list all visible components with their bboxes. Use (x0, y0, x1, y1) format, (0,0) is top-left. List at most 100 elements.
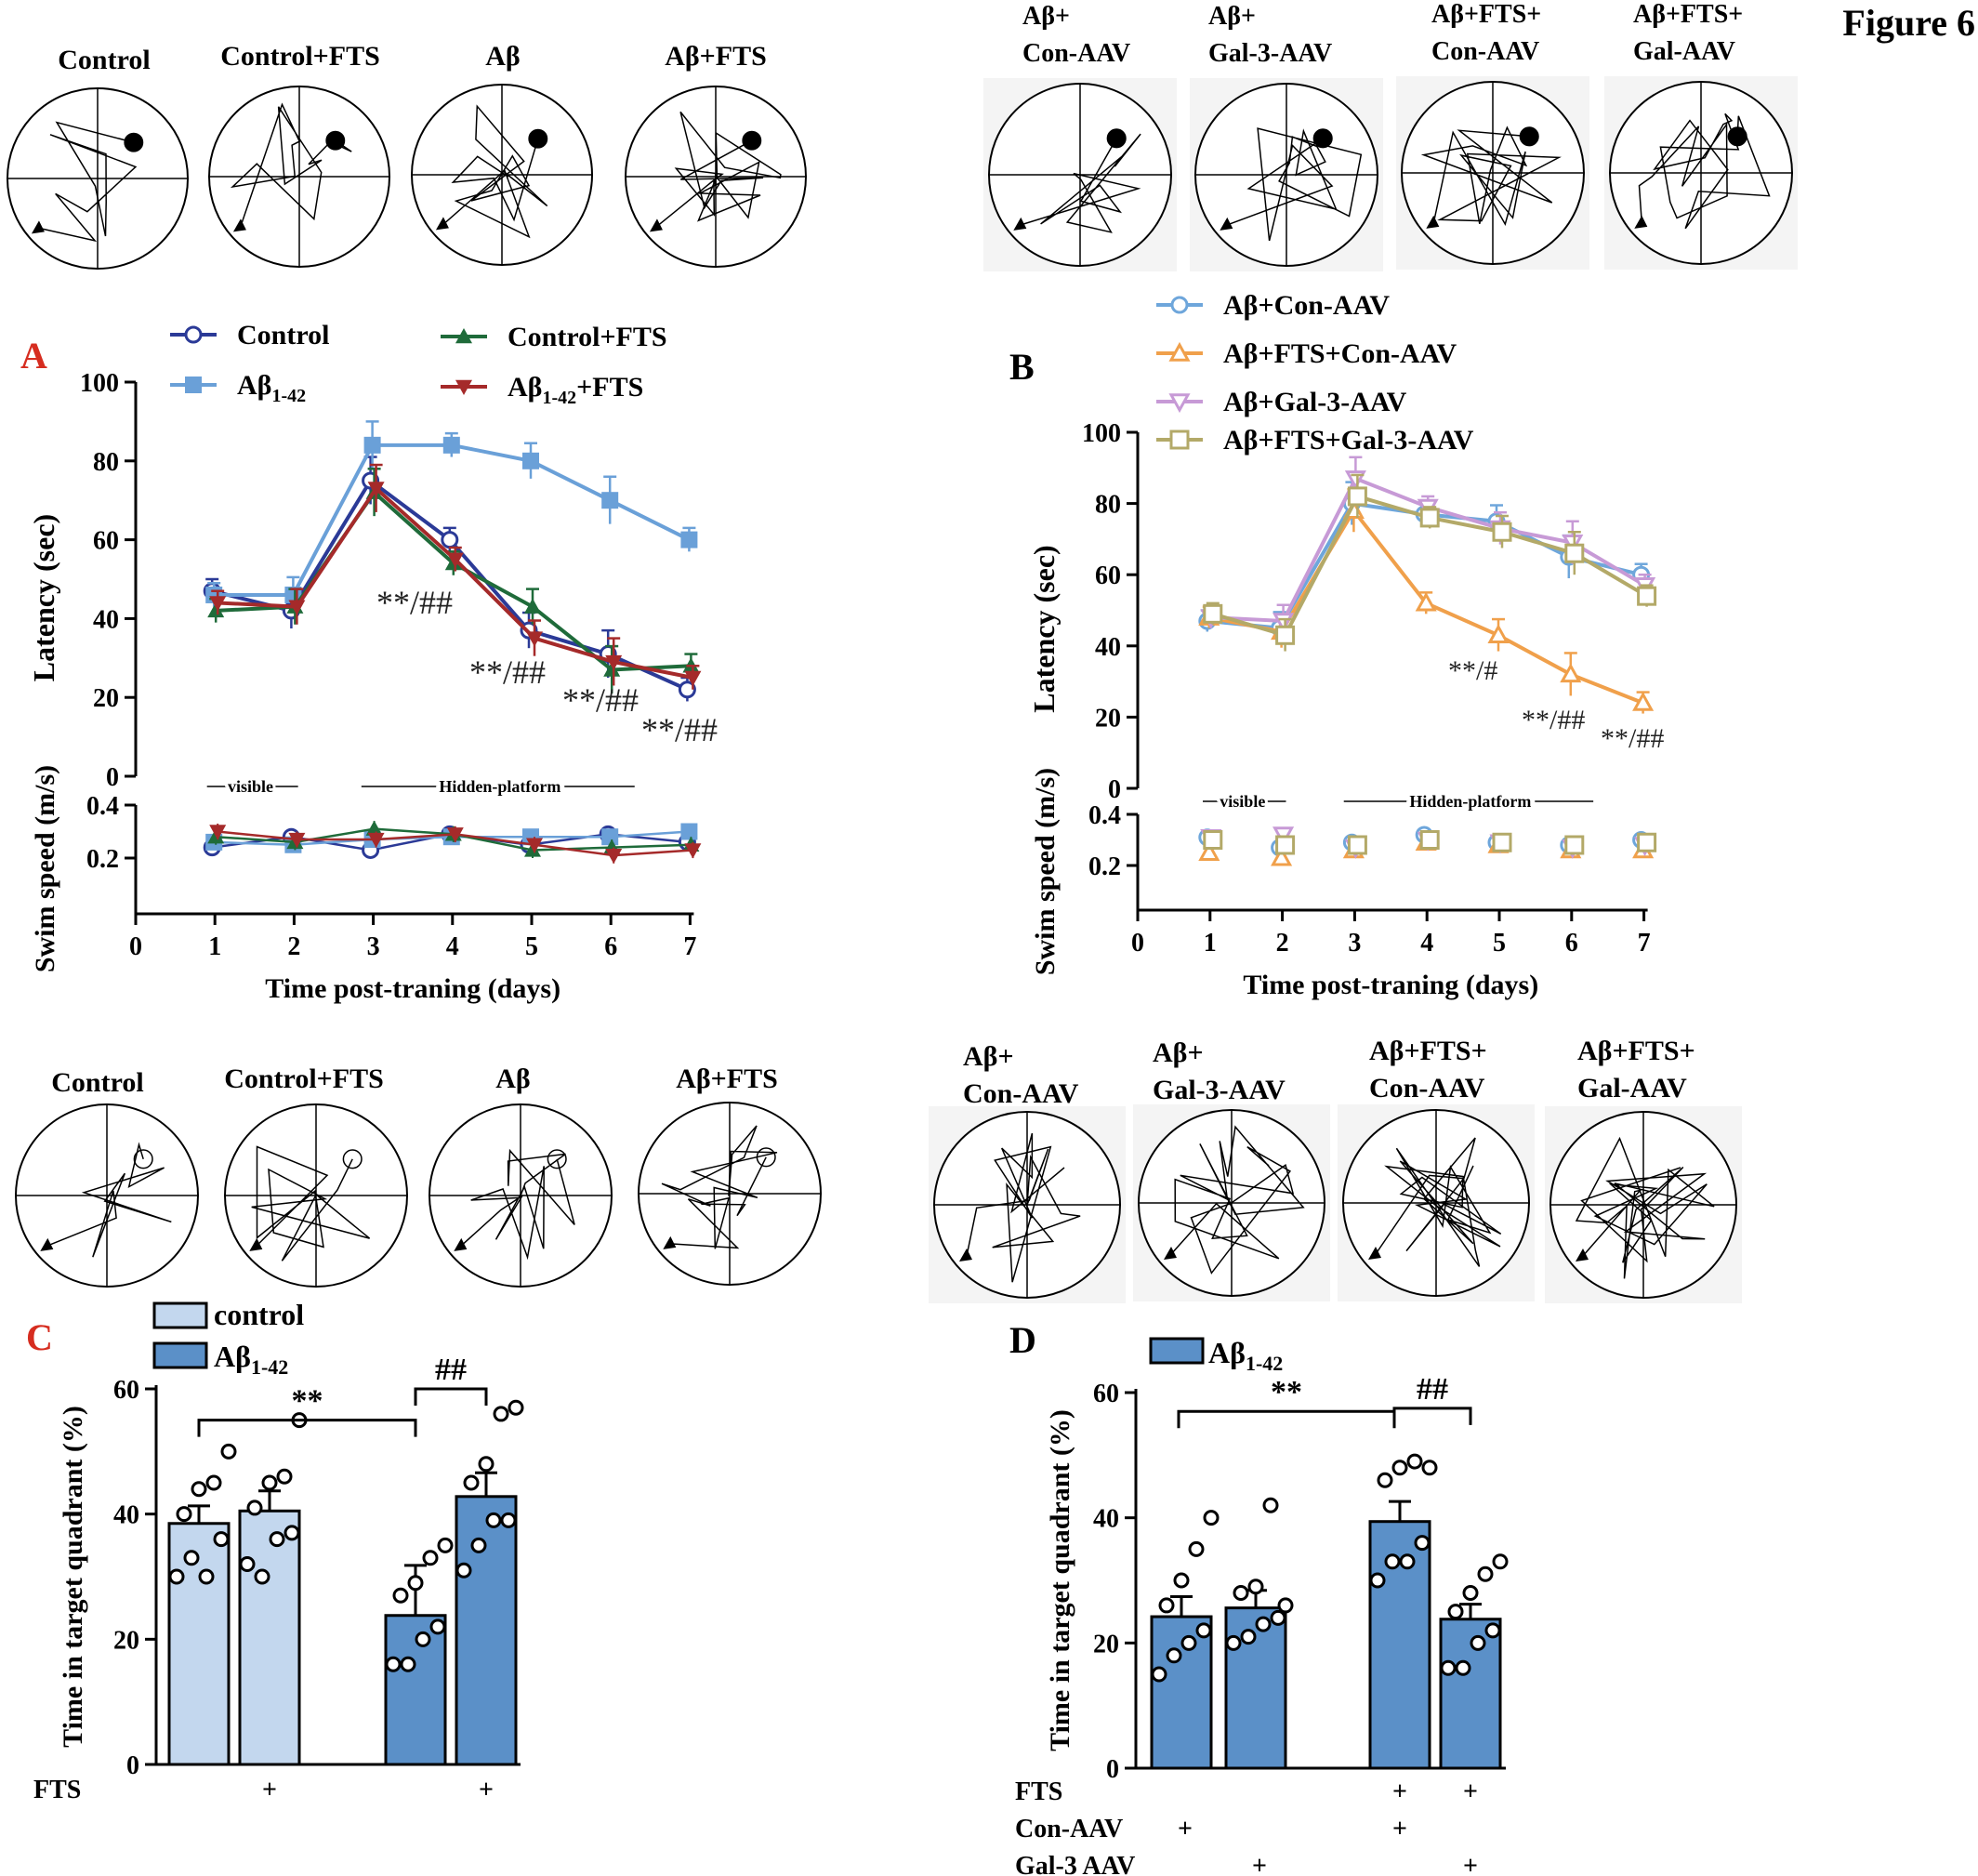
significance-annotation: **/## (376, 584, 453, 621)
speed-point (446, 827, 464, 843)
bar (167, 1522, 231, 1766)
swim-path (38, 121, 138, 243)
speed-point (1275, 835, 1296, 855)
data-point (1377, 1472, 1393, 1488)
maze-label: Aβ+ (1022, 2, 1070, 31)
legend-label: Control (237, 320, 329, 350)
platform (342, 1149, 363, 1169)
data-point (508, 1399, 524, 1416)
x-tick-label: 6 (1565, 929, 1578, 958)
data-point (415, 1631, 431, 1647)
significance-label: ## (1417, 1372, 1448, 1407)
x-tick-label: 4 (446, 932, 459, 961)
significance-label: ** (1271, 1375, 1302, 1409)
swim-path (1375, 1137, 1502, 1267)
x-tick-label: 3 (367, 932, 380, 961)
significance-bracket (1177, 1409, 1396, 1429)
data-point (524, 598, 541, 614)
data-point (1151, 1666, 1167, 1683)
x-tick-label: 7 (683, 932, 696, 961)
speed-point (1492, 832, 1512, 852)
data-point (209, 596, 227, 612)
swim-path (1170, 1125, 1305, 1275)
maze-label: Control (58, 45, 150, 75)
data-point (1369, 1572, 1386, 1589)
data-point (400, 1656, 416, 1672)
data-point (288, 600, 306, 615)
data-point (1562, 535, 1584, 554)
start-arrow (40, 1237, 54, 1251)
data-point (205, 1474, 222, 1491)
data-point (284, 1525, 300, 1541)
data-point (1391, 1460, 1408, 1476)
data-point (1158, 1597, 1175, 1614)
legend-marker (1169, 429, 1190, 450)
legend-swatch (152, 1301, 208, 1329)
data-point (493, 1406, 509, 1422)
platform (547, 1149, 567, 1169)
maze (411, 84, 593, 266)
data-point (522, 452, 539, 469)
row-mark: + (1463, 1852, 1478, 1876)
maze (638, 1102, 822, 1286)
panel-letter-d: D (1009, 1319, 1036, 1361)
data-point (1166, 1647, 1182, 1664)
top-right-maze-labels: Aβ+ Con-AAV Aβ+ Gal-3-AAV Aβ+FTS+ Con-AA… (1022, 0, 1743, 68)
speed-point (367, 832, 385, 849)
maze-label: Aβ+ (1208, 2, 1256, 31)
speed-point (680, 823, 698, 840)
row-mark: + (1252, 1852, 1267, 1876)
phase-label: Hidden-platform (1409, 792, 1531, 811)
top-left-mazes (7, 84, 807, 270)
figure-label: Figure 6 (1842, 2, 1975, 44)
data-point (437, 1537, 454, 1553)
speed-point (1419, 830, 1440, 850)
start-arrow (959, 1248, 972, 1262)
legend-marker (1168, 393, 1191, 414)
data-point (1477, 1566, 1494, 1582)
x-tick-label: 5 (525, 932, 538, 961)
swim-path (442, 104, 548, 239)
panel-letter-c: C (26, 1316, 53, 1358)
maze-label: Aβ+FTS+ (1633, 0, 1743, 29)
y-tick-label: 0.4 (1088, 801, 1121, 830)
data-point (1470, 1634, 1486, 1651)
data-point (1440, 1659, 1457, 1676)
y-tick-label: 20 (113, 1626, 139, 1655)
data-point (1455, 1659, 1471, 1676)
y-axis-label: Time in target quadrant (%) (1045, 1409, 1075, 1751)
y-tick-label: 0 (1106, 1755, 1119, 1784)
data-point (470, 1537, 487, 1553)
data-point (207, 601, 225, 618)
start-arrow (649, 218, 663, 232)
data-point (213, 1531, 230, 1548)
mid-left-maze-labels: Control Control+FTS Aβ Aβ+FTS (51, 1064, 778, 1098)
data-point (1399, 1553, 1416, 1570)
y-tick-label: 40 (113, 1501, 139, 1530)
speed-point (209, 825, 227, 840)
maze-label: Con-AAV (1369, 1073, 1485, 1103)
x-tick-label: 5 (1493, 929, 1506, 958)
maze (1133, 1104, 1330, 1301)
swim-path (966, 1132, 1081, 1283)
legend-label: Aβ+Con-AAV (1223, 290, 1390, 321)
row-mark: + (1178, 1815, 1193, 1843)
x-tick-label: 3 (1348, 929, 1361, 958)
significance-annotation: **/## (562, 681, 639, 719)
swim-path (1638, 112, 1771, 230)
speed-point (1564, 835, 1585, 855)
x-tick-label: 6 (604, 932, 617, 961)
y-tick-label: 100 (1082, 419, 1121, 448)
legend-marker (185, 377, 202, 393)
speed-point (1203, 830, 1223, 850)
maze (208, 86, 390, 268)
bar (1368, 1520, 1431, 1770)
maze-label: Gal-AAV (1577, 1073, 1687, 1103)
maze-label: Gal-3-AAV (1208, 39, 1332, 68)
y-tick-label: 0.4 (86, 792, 119, 821)
data-point (1255, 1616, 1272, 1632)
x-axis-label: Time post-traning (days) (1243, 970, 1538, 1000)
significance-annotation: **/# (1448, 655, 1497, 686)
